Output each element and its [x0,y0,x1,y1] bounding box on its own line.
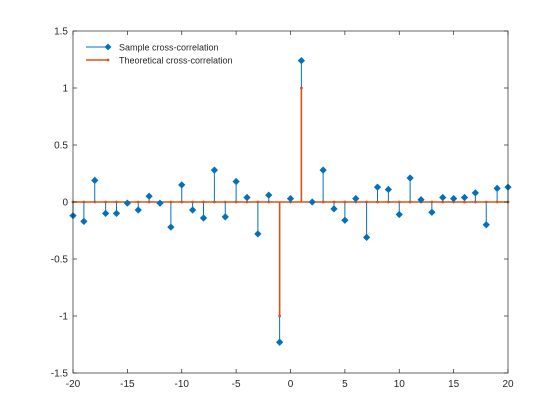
x-tick-label: -5 [232,379,241,390]
x-tick-label: -15 [120,379,135,390]
theoretical-point [484,200,488,204]
sample-point [80,217,88,226]
markers-layer [69,57,512,346]
theoretical-point [495,200,499,204]
theoretical-point [147,200,151,204]
sample-point [145,192,153,200]
sample-point [341,216,349,224]
sample-point [460,193,469,202]
y-tick-label: -1 [59,312,68,323]
x-tick-label: -10 [175,379,190,390]
sample-point [352,194,360,203]
theoretical-point [256,200,260,204]
sample-point [363,233,371,241]
sample-point [243,193,251,202]
y-tick-label: 0.5 [54,141,68,152]
legend-theoretical-label: Theoretical cross-correlation [119,56,233,66]
sample-point [395,210,403,219]
sample-point [373,183,382,191]
sample-point [199,214,208,222]
sample-point [482,221,490,229]
theoretical-point [408,200,412,204]
legend-sample-label: Sample cross-correlation [119,43,219,53]
theoretical-point [441,200,445,204]
x-tick-label: 15 [448,379,460,390]
sample-point [450,194,458,203]
sample-point [297,57,305,65]
sample-point [384,185,392,194]
theoretical-point [93,200,97,204]
theoretical-point [234,200,238,204]
theoretical-point [202,200,205,204]
sample-point [330,205,338,213]
sample-point [319,166,327,174]
sample-point [221,213,229,221]
theoretical-point [267,200,271,204]
theoretical-point [473,200,477,204]
theoretical-point [321,200,325,204]
sample-point [406,174,414,182]
sample-point [91,176,99,184]
y-tick-label: 0 [62,198,68,209]
sample-point [471,189,479,197]
y-tick-label: 1 [62,84,68,95]
y-tick-label: -1.5 [51,369,69,380]
x-tick-label: 0 [288,379,294,390]
sample-point [189,206,197,214]
y-tick-label: 1.5 [54,27,68,38]
sample-point [178,181,186,189]
sample-point [232,177,240,186]
sample-point [276,338,284,346]
theoretical-point [82,200,86,204]
sample-point [134,206,142,214]
y-tick-label: -0.5 [51,255,69,266]
theoretical-point [343,200,347,204]
theoretical-point [386,200,390,204]
x-tick-label: 10 [394,379,406,390]
sample-point [254,230,262,238]
x-tick-label: -20 [66,379,81,390]
sample-point [167,223,175,231]
theoretical-point [169,200,173,204]
sample-point [428,208,436,216]
axes-layer: -20 -15 -10 -5 0 5 10 15 20 -1.5 -1 -0.5 0 0.5 1 1.5 [51,27,514,391]
theoretical-point [191,200,195,204]
theoretical-point [299,86,303,90]
sample-point [417,196,425,204]
legend: Sample cross-correlation Theoretical cros… [86,43,233,66]
sample-point [286,194,295,203]
legend-sample-marker [104,43,112,51]
theoretical-point [223,200,227,204]
theoretical-point [115,200,118,204]
sample-point [210,166,218,174]
sample-point [102,209,110,218]
sample-point [123,199,131,207]
theoretical-point [397,200,401,204]
sample-point [439,193,447,202]
theoretical-point [212,200,216,204]
x-tick-label: 5 [342,379,348,390]
theoretical-point [430,200,434,204]
sample-point [265,191,273,199]
theoretical-point [365,200,369,204]
sample-point [308,198,316,206]
sample-point [493,184,501,192]
theoretical-point [278,314,282,318]
theoretical-point [245,200,249,204]
theoretical-point [180,200,184,204]
theoretical-point [332,200,336,204]
x-tick-label: 20 [502,379,514,390]
theoretical-point [136,200,140,204]
theoretical-point [104,200,108,204]
legend-theoretical-marker [106,58,110,62]
theoretical-point [376,200,379,204]
sample-point [112,209,121,218]
theoretical-point [463,200,466,204]
sample-point [156,199,164,207]
